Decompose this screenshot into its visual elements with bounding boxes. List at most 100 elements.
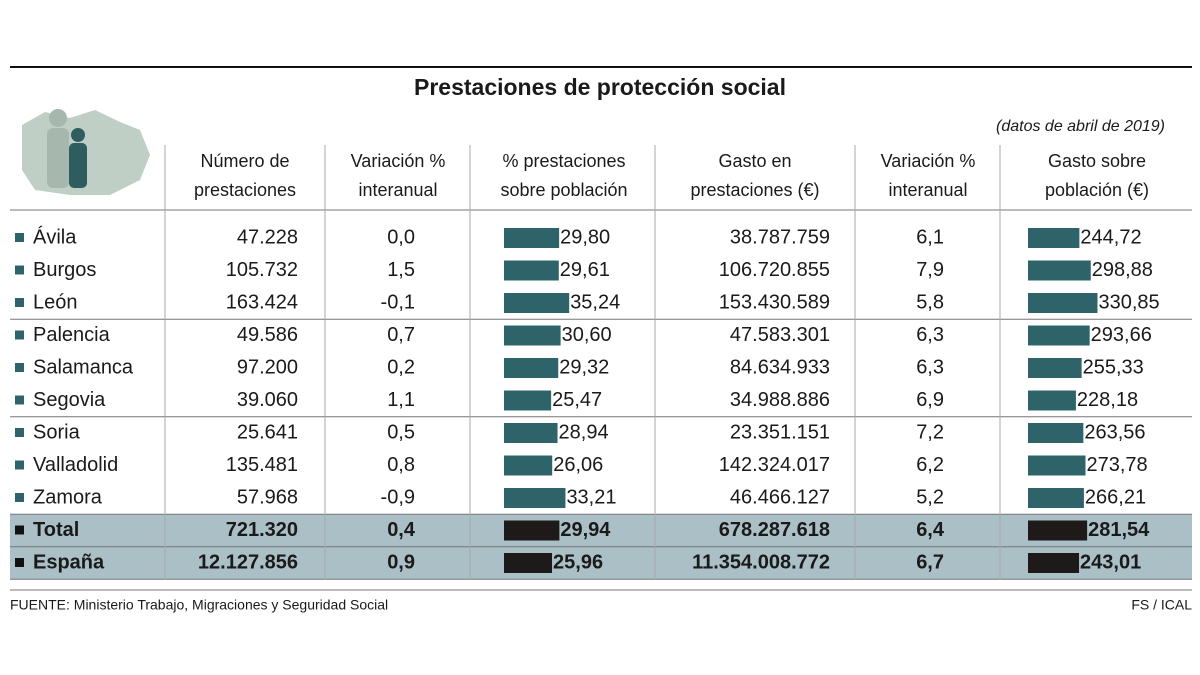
row-marker [15,493,24,502]
credit: FS / ICAL [1131,597,1192,613]
cell-value: 6,1 [916,226,944,248]
cell-value: 5,8 [916,291,944,313]
cell-value: 142.324.017 [719,454,830,476]
bar [1028,293,1098,313]
row-label: León [33,291,78,313]
bar-label: 25,96 [553,551,603,573]
bar [504,293,570,313]
title: Prestaciones de protección social [414,74,786,100]
row-label: España [33,551,105,573]
cell-value: 6,7 [916,551,944,573]
row-label: Soria [33,421,81,443]
cell-value: 0,7 [387,324,415,346]
bar [1028,358,1082,378]
bar-label: 228,18 [1077,389,1138,411]
bar-label: 266,21 [1085,486,1146,508]
row-marker [15,298,24,307]
cell-value: 105.732 [226,259,298,281]
cell-value: 84.634.933 [730,356,830,378]
cell-value: 12.127.856 [198,551,298,573]
column-header: Número de [200,151,289,171]
cell-value: 135.481 [226,454,298,476]
column-header: sobre población [500,180,627,200]
bar [1028,260,1091,281]
cell-value: 0,0 [387,226,415,248]
row-label: Palencia [33,324,111,346]
cell-value: 38.787.759 [730,226,830,248]
bar [504,260,559,281]
cell-value: 0,8 [387,454,415,476]
row-marker [15,460,24,470]
cell-value: 97.200 [237,356,298,378]
row-marker [15,233,24,242]
cell-value: 0,9 [387,551,415,573]
bar [1028,423,1084,443]
bar-label: 273,78 [1086,454,1147,476]
bar [1028,553,1080,573]
cell-value: -0,9 [381,486,415,508]
bar-label: 298,88 [1092,259,1153,281]
bar [1028,488,1084,508]
row-label: Total [33,519,79,541]
row-label: Segovia [33,389,106,411]
bar-label: 35,24 [570,291,620,313]
bar [504,488,566,508]
column-header: Gasto en [718,151,791,171]
column-header: población (€) [1045,180,1149,200]
summary-row-bg [10,547,1192,580]
bar-label: 26,06 [553,454,603,476]
row-marker [15,330,24,340]
column-header: Variación % [881,151,976,171]
bar [1028,455,1086,476]
row-marker [15,428,24,437]
source: FUENTE: Ministerio Trabajo, Migraciones … [10,597,388,613]
row-label: Valladolid [33,454,118,476]
column-header: interanual [358,180,437,200]
row-marker [15,363,24,372]
cell-value: 5,2 [916,486,944,508]
cell-value: -0,1 [381,291,415,313]
cell-value: 163.424 [226,291,298,313]
bar-label: 29,80 [560,226,610,248]
column-header: Variación % [351,151,446,171]
cell-value: 25.641 [237,421,298,443]
cell-value: 47.583.301 [730,324,830,346]
summary-row-bg [10,514,1192,547]
row-marker [15,265,24,275]
column-header: prestaciones [194,180,296,200]
bar-label: 293,66 [1091,324,1152,346]
icon [22,109,150,195]
row-marker [15,395,24,405]
bar [504,325,561,346]
cell-value: 46.466.127 [730,486,830,508]
column-header: Gasto sobre [1048,151,1146,171]
cell-value: 6,3 [916,356,944,378]
column-header: % prestaciones [502,151,625,171]
bar [504,553,553,573]
cell-value: 153.430.589 [719,291,830,313]
column-header: prestaciones (€) [690,180,819,200]
bar [504,520,560,541]
bar [1028,520,1088,541]
cell-value: 7,9 [916,259,944,281]
bar-label: 330,85 [1098,291,1159,313]
bar-label: 29,94 [560,519,611,541]
cell-value: 6,4 [916,519,945,541]
row-marker [15,558,24,567]
cell-value: 47.228 [237,226,298,248]
cell-value: 1,5 [387,259,415,281]
cell-value: 678.287.618 [719,519,830,541]
cell-value: 39.060 [237,389,298,411]
bar-label: 29,32 [559,356,609,378]
table-grid [10,145,1192,591]
bar-label: 33,21 [566,486,616,508]
bar [504,358,559,378]
bar [504,228,560,248]
cell-value: 49.586 [237,324,298,346]
bar [504,390,552,411]
bar-label: 281,54 [1088,519,1150,541]
cell-value: 6,9 [916,389,944,411]
cell-value: 7,2 [916,421,944,443]
cell-value: 0,2 [387,356,415,378]
